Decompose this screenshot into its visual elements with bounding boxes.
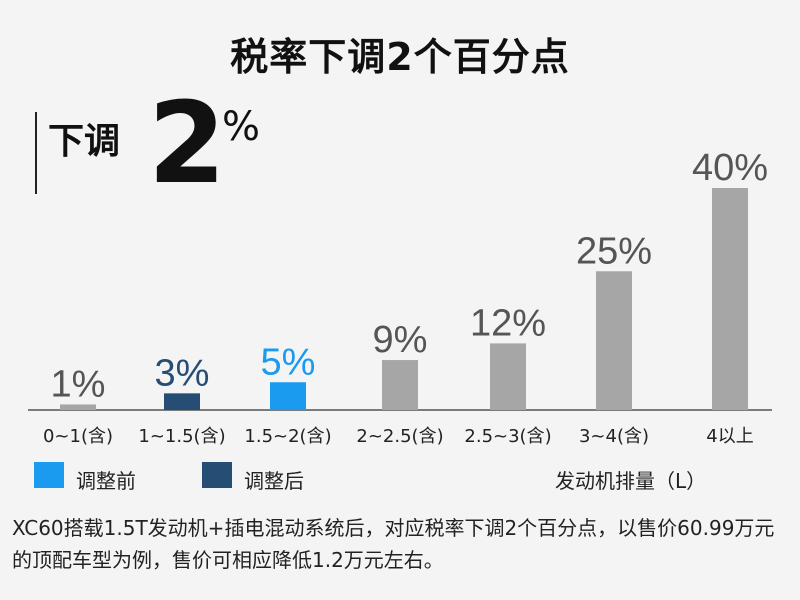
x-tick-label-2: 1.5~2(含): [244, 426, 331, 447]
bar-value-label-3: 9%: [373, 319, 428, 361]
bar-6: [712, 188, 748, 410]
bar-value-label-0: 1%: [51, 363, 106, 405]
legend-label-after: 调整后: [244, 469, 304, 493]
bar-3: [382, 360, 418, 410]
bar-value-label-2: 5%: [261, 341, 316, 383]
bar-value-label-5: 25%: [576, 230, 652, 272]
bar-value-label-4: 12%: [470, 302, 546, 344]
bar-1: [164, 393, 200, 410]
bar-value-label-6: 40%: [692, 147, 768, 189]
legend-swatch-before: [34, 462, 64, 488]
bar-value-label-1: 3%: [155, 352, 210, 394]
bar-0: [60, 404, 96, 410]
badge-label: 下调: [48, 121, 121, 162]
badge-value: 2: [148, 79, 226, 209]
legend-swatch-after: [202, 462, 232, 488]
bar-2: [270, 382, 306, 410]
footnote: XC60搭载1.5T发动机+插电混动系统后，对应税率下调2个百分点，以售价60.…: [12, 516, 775, 572]
bar-4: [490, 343, 526, 410]
x-tick-label-1: 1~1.5(含): [138, 426, 225, 447]
bar-chart: 1% 0~1(含) 3% 1~1.5(含) 5% 1.5~2(含) 9% 2~2.5(含) 12…: [28, 147, 772, 447]
x-tick-label-3: 2~2.5(含): [356, 426, 443, 447]
x-tick-label-0: 0~1(含): [43, 426, 113, 447]
x-tick-label-4: 2.5~3(含): [464, 426, 551, 447]
x-tick-label-5: 3~4(含): [579, 426, 649, 447]
bar-5: [596, 271, 632, 410]
page-title: 税率下调2个百分点: [230, 35, 570, 79]
badge-unit: %: [222, 104, 261, 150]
legend-label-before: 调整前: [76, 469, 136, 493]
x-tick-label-6: 4以上: [706, 426, 753, 447]
badge-divider: [35, 112, 37, 194]
x-axis-title: 发动机排量（L）: [555, 469, 707, 493]
